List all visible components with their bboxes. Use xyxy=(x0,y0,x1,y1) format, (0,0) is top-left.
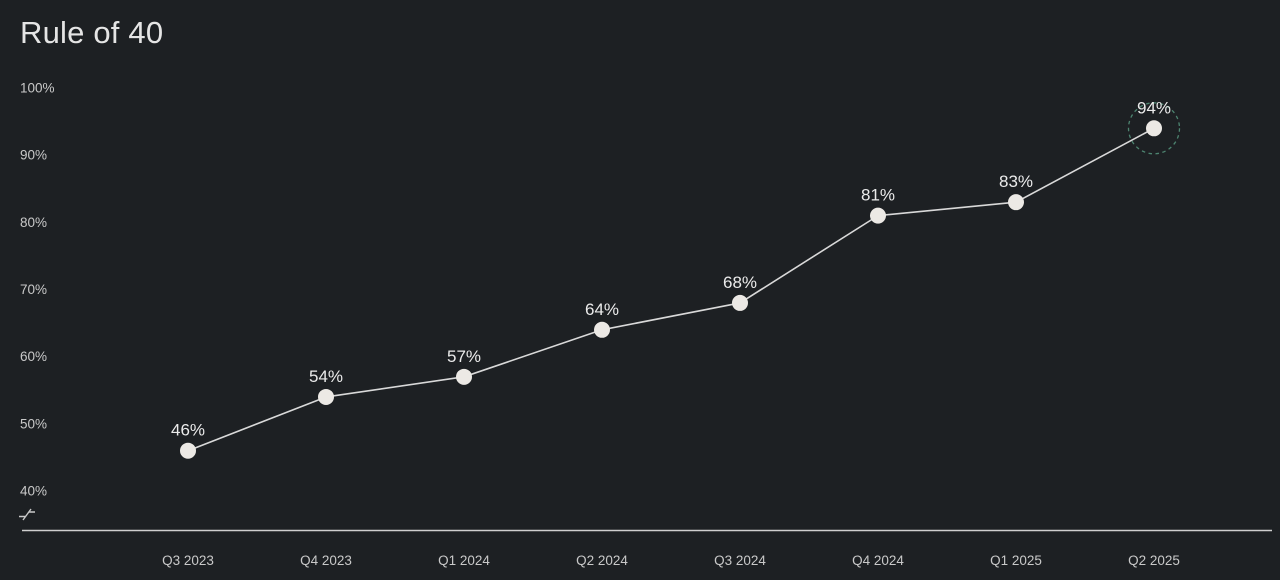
y-axis-tick-label: 60% xyxy=(20,349,47,364)
x-axis-label: Q2 2024 xyxy=(576,553,628,568)
x-axis-label: Q3 2023 xyxy=(162,553,214,568)
highlight-ring xyxy=(1127,102,1181,155)
data-point[interactable] xyxy=(318,388,334,405)
data-point[interactable] xyxy=(732,294,748,311)
data-point[interactable] xyxy=(1008,194,1024,211)
data-point-label: 94% xyxy=(1137,98,1171,117)
data-point-label: 83% xyxy=(999,172,1033,191)
data-point-label: 68% xyxy=(723,273,757,292)
x-axis-label: Q2 2025 xyxy=(1128,553,1180,568)
y-axis-tick-label: 50% xyxy=(20,416,47,431)
data-point-label: 57% xyxy=(447,347,481,366)
y-axis-tick-label: 70% xyxy=(20,282,47,297)
chart-title: Rule of 40 xyxy=(20,15,164,50)
y-axis-tick-label: 90% xyxy=(20,148,47,163)
y-axis-tick-label: 100% xyxy=(20,81,55,96)
x-axis-label: Q1 2024 xyxy=(438,553,490,568)
data-point-label: 64% xyxy=(585,300,619,319)
data-point[interactable] xyxy=(870,207,886,224)
x-axis-label: Q4 2023 xyxy=(300,553,352,568)
x-axis-label: Q4 2024 xyxy=(852,553,904,568)
data-point[interactable] xyxy=(180,442,196,459)
data-point[interactable] xyxy=(594,321,610,338)
data-point[interactable] xyxy=(1146,120,1162,137)
x-axis-label: Q1 2025 xyxy=(990,553,1042,568)
y-axis-tick-label: 40% xyxy=(20,484,47,499)
data-point-label: 46% xyxy=(171,421,205,440)
data-point-label: 81% xyxy=(861,186,895,205)
data-point-label: 54% xyxy=(309,367,343,386)
x-axis-label: Q3 2024 xyxy=(714,553,766,568)
axis-break-icon xyxy=(19,508,35,521)
data-point[interactable] xyxy=(456,368,472,385)
trend-line xyxy=(187,127,1155,452)
y-axis-tick-label: 80% xyxy=(20,215,47,230)
